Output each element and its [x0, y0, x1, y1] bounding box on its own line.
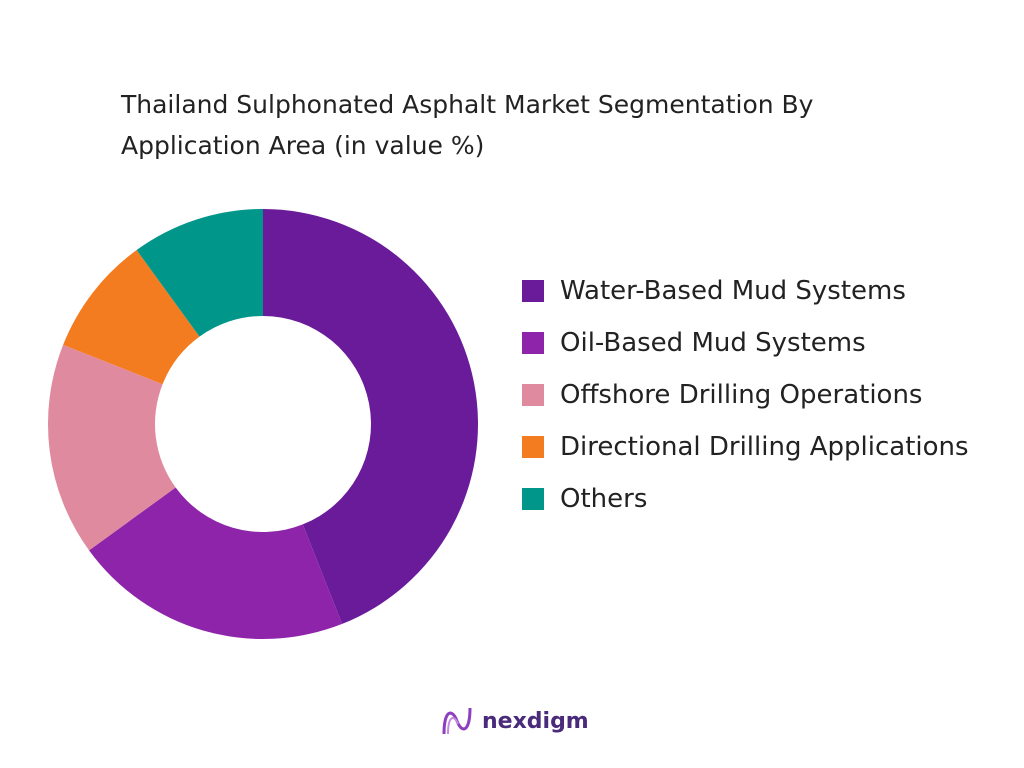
legend-item: Water-Based Mud Systems: [522, 270, 1000, 312]
legend-item: Directional Drilling Applications: [522, 426, 1000, 468]
legend-label: Others: [560, 484, 648, 514]
legend-swatch: [522, 488, 544, 510]
legend-swatch: [522, 280, 544, 302]
legend-label: Oil-Based Mud Systems: [560, 328, 866, 358]
legend-label: Water-Based Mud Systems: [560, 276, 906, 306]
legend-swatch: [522, 436, 544, 458]
legend-item: Oil-Based Mud Systems: [522, 322, 1000, 364]
wedge: [263, 209, 478, 624]
legend-swatch: [522, 384, 544, 406]
brand: nexdigm: [440, 704, 589, 738]
wedge: [63, 250, 200, 385]
legend-label: Directional Drilling Applications: [560, 432, 969, 462]
chart-title: Thailand Sulphonated Asphalt Market Segm…: [121, 90, 814, 160]
legend-item: Offshore Drilling Operations: [522, 374, 1000, 416]
wedge: [136, 209, 263, 337]
legend: Water-Based Mud Systems Oil-Based Mud Sys…: [522, 270, 1000, 520]
brand-name: nexdigm: [482, 708, 589, 734]
legend-swatch: [522, 332, 544, 354]
legend-label: Offshore Drilling Operations: [560, 380, 923, 410]
wedge: [47, 344, 176, 551]
legend-item: Others: [522, 478, 1000, 520]
brand-icon: [442, 707, 472, 735]
wedge: [89, 487, 343, 639]
